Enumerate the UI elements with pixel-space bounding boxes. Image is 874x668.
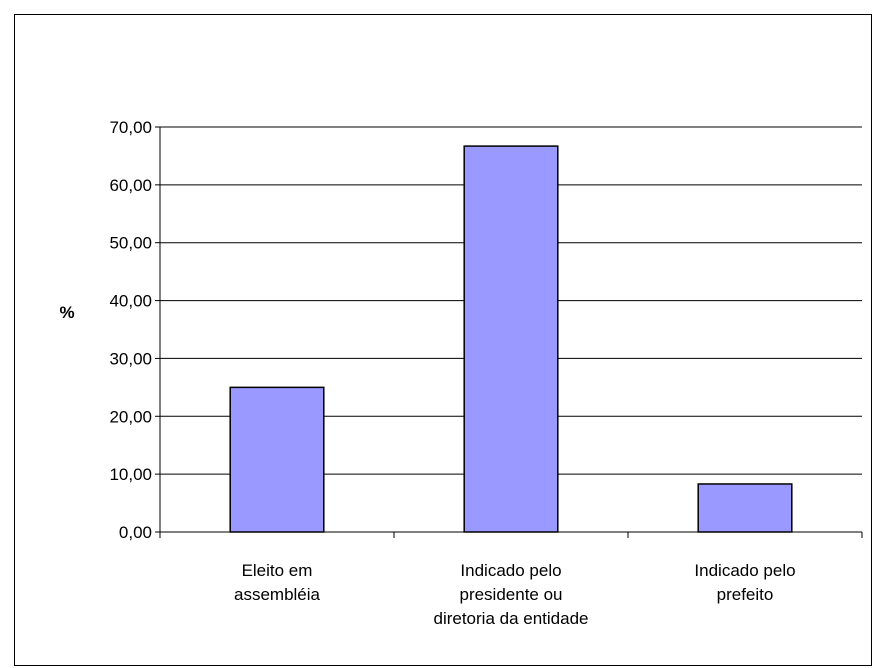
x-category-label-line: Indicado pelo <box>694 561 795 580</box>
x-category-label: Indicado pelo presidente ou diretoria da e… <box>433 561 588 628</box>
bars <box>229 145 793 533</box>
y-tick-label: 30,00 <box>109 349 152 368</box>
category-labels: Eleito em assembléia Indicado pelo presiden… <box>234 561 796 628</box>
y-tick-label: 10,00 <box>109 465 152 484</box>
bar <box>697 483 793 533</box>
y-tick-labels: 0,00 10,00 20,00 30,00 40,00 50,00 60,00 70,00 <box>109 118 152 542</box>
x-category-label: Eleito em assembléia <box>234 561 321 604</box>
y-tick-label: 20,00 <box>109 407 152 426</box>
x-category-label-line: Indicado pelo <box>460 561 561 580</box>
x-category-label-line: Eleito em <box>242 561 313 580</box>
y-axis-label: % <box>59 303 74 322</box>
y-tick-label: 50,00 <box>109 234 152 253</box>
chart-frame <box>14 14 872 666</box>
x-category-label: Indicado pelo prefeito <box>694 561 795 604</box>
y-tick-label: 0,00 <box>119 523 152 542</box>
axes <box>155 126 863 538</box>
y-tick-label: 60,00 <box>109 176 152 195</box>
y-tick-label: 70,00 <box>109 118 152 137</box>
bar <box>463 145 559 533</box>
y-tick-label: 40,00 <box>109 292 152 311</box>
x-category-label-line: diretoria da entidade <box>433 609 588 628</box>
x-category-label-line: assembléia <box>234 585 321 604</box>
bar <box>229 386 325 533</box>
x-category-label-line: prefeito <box>717 585 774 604</box>
x-category-label-line: presidente ou <box>459 585 562 604</box>
